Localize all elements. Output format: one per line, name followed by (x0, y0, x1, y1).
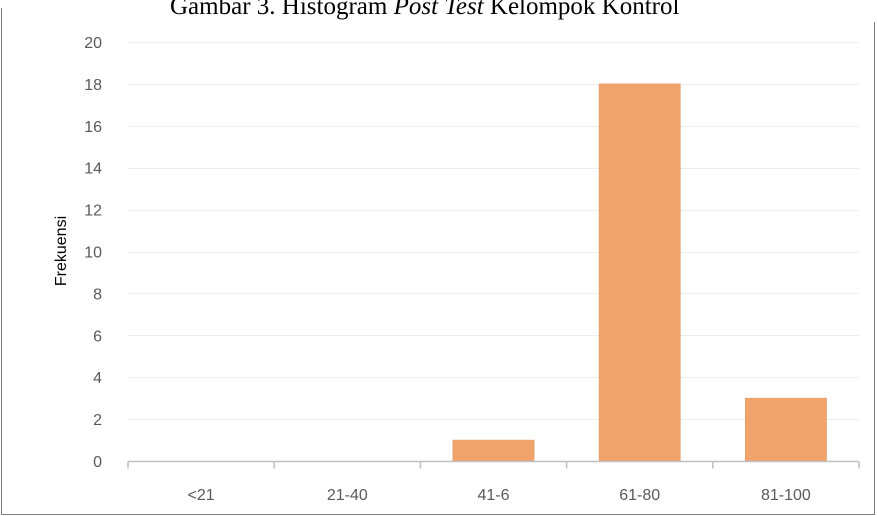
y-tick-label-2: 2 (93, 412, 102, 429)
y-tick-label-6: 6 (93, 328, 102, 345)
x-tick-label-0: <21 (188, 487, 215, 504)
gridlines (128, 42, 859, 420)
chart-title-suffix: Kelompok Kontrol (483, 0, 680, 20)
y-tick-label-16: 16 (84, 119, 102, 136)
chart-title-italic: Post Test (393, 0, 484, 20)
bars (452, 83, 827, 462)
y-tick-label-0: 0 (93, 454, 102, 471)
chart-frame (1, 8, 875, 515)
chart-title-prefix: Gambar 3. Histogram (170, 0, 394, 20)
x-tick-label-3: 61-80 (619, 487, 660, 504)
bar-81-100 (745, 397, 827, 462)
y-tick-label-18: 18 (84, 77, 102, 94)
x-tick-label-4: 81-100 (761, 487, 811, 504)
bar-61-80 (598, 83, 681, 462)
y-tick-label-8: 8 (93, 286, 102, 303)
x-tick-labels: <21 21-40 41-6 61-80 81-100 (188, 487, 811, 504)
x-tick-label-2: 41-6 (477, 487, 509, 504)
y-tick-label-20: 20 (84, 35, 102, 52)
y-tick-label-14: 14 (84, 161, 102, 178)
x-axis (127, 460, 860, 469)
y-axis-title: Frekuensi (53, 216, 70, 286)
y-tick-label-4: 4 (93, 370, 102, 387)
y-tick-label-10: 10 (84, 245, 102, 262)
x-tick-label-1: 21-40 (327, 487, 368, 504)
y-tick-labels: 0 2 4 6 8 10 12 14 16 18 20 (84, 35, 102, 471)
chart-title: Gambar 3. Histogram Post Test Kelompok K… (168, 0, 877, 22)
bar-41-6 (452, 439, 535, 462)
y-tick-label-12: 12 (84, 203, 102, 220)
